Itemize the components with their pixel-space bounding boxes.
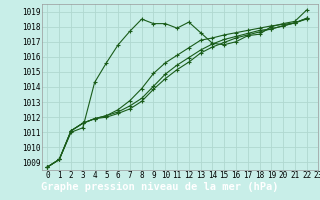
- Text: Graphe pression niveau de la mer (hPa): Graphe pression niveau de la mer (hPa): [41, 182, 279, 192]
